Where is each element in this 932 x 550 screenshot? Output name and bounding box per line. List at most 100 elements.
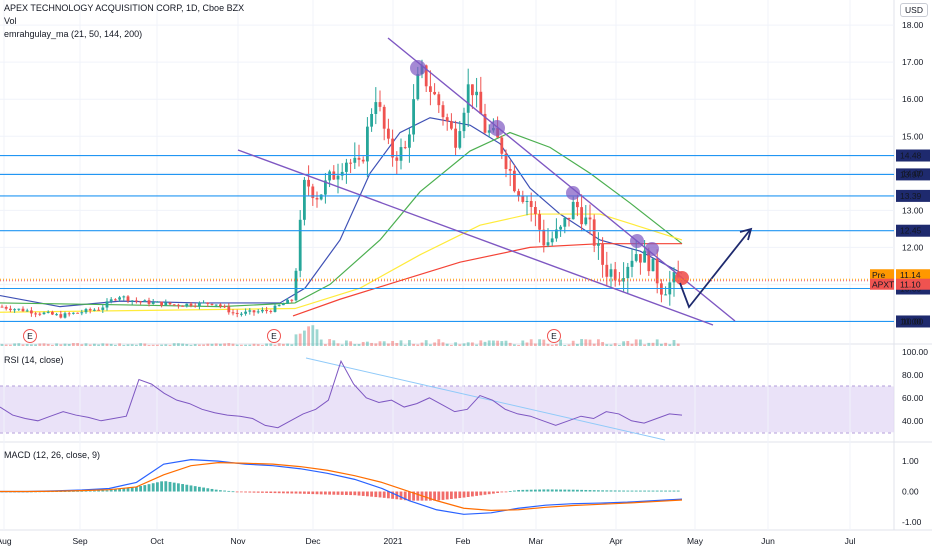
volume-bar [101,343,105,346]
price-tag-name: Pre [872,270,886,280]
candle-body [252,310,256,313]
candle-body [592,219,596,246]
volume-bar [139,343,142,346]
touch-point [645,242,659,256]
lower-trendline[interactable] [237,149,714,326]
price-tick-label: 10.00 [902,316,924,326]
macd-histogram-bar [588,490,592,492]
candle-body [88,309,92,311]
macd-histogram-bar [177,483,180,492]
candle-body [109,299,113,302]
volume-bar [567,344,571,346]
macd-histogram-bar [349,491,352,496]
macd-tick-label: 0.00 [902,487,919,497]
candle-body [151,302,155,304]
volume-bar [223,343,226,346]
rsi-line [0,359,683,429]
volume-bar [361,341,365,346]
candle-body [613,269,617,281]
volume-bar [164,344,168,346]
volume-bar [307,326,310,346]
volume-bar [525,342,529,346]
candle-body [403,147,407,149]
volume-bar [160,344,163,346]
volume-bar [454,342,457,346]
candle-body [366,126,369,162]
projection-arrow[interactable] [679,229,751,309]
macd-histogram-bar [387,491,390,499]
earnings-marker-label: E [27,331,33,341]
volume-bar [202,344,205,346]
volume-bar [151,344,155,346]
candle-body [13,309,16,311]
macd-histogram-bar [618,490,621,492]
time-tick-label: May [687,536,704,546]
volume-bar [105,343,109,346]
grid [0,0,894,530]
volume-bar [219,343,222,346]
volume-bar [643,344,646,346]
volume-bar [634,339,638,346]
price-tick-label: 17.00 [902,57,924,67]
volume-bar [588,339,592,346]
rsi-tick-label: 60.00 [902,393,924,403]
volume-bar [450,344,453,346]
volume-bar [244,344,247,346]
candle-body [353,157,357,163]
candle-body [290,299,294,301]
time-axis[interactable]: Aug Sep Oct Nov Dec 2021 Feb Mar Apr May Jun Jul [0,536,856,546]
level-label-bg [896,224,930,237]
candle-body [168,302,172,305]
level-label: 12.45 [900,226,922,236]
macd-histogram-bar [88,490,92,492]
volume-bar [412,343,415,346]
macd-histogram-bar [97,490,100,492]
macd-histogram-bar [353,491,357,496]
candle-body [563,217,567,227]
candle-body [378,102,382,107]
volume-bar [0,344,4,346]
macd-line [0,458,683,515]
volume-bar [433,342,436,346]
volume-bar [399,340,403,346]
candle-body [340,171,344,176]
candle-body [584,217,588,225]
candle-body [542,229,546,246]
candle-body [399,147,403,161]
macd-histogram-bar [534,489,537,492]
volume-bar [156,344,159,346]
candle-body [210,303,214,305]
trend-drawings[interactable] [237,37,753,326]
candle-body [17,308,21,310]
volume-bar [172,343,176,346]
candle-body [181,305,184,307]
candle-body [97,309,100,311]
macd-histogram-bar [290,491,294,494]
volume-bar [76,343,79,346]
volume-bar [672,340,676,346]
candle-body [21,308,25,312]
volume-bar [114,344,117,346]
volume-bar [424,340,428,346]
currency-button[interactable]: USD [900,3,928,17]
volume-bar [492,340,495,346]
volume-bar [676,343,680,346]
volume-bar [147,344,151,346]
volume-bar [315,329,319,346]
macd-histogram-bar [114,489,117,492]
rsi-tick-label: 80.00 [902,370,924,380]
macd-histogram-bar [181,484,184,492]
candle-body [240,313,243,315]
candles [0,59,680,319]
volume-bar [378,341,382,346]
volume-bar [613,343,617,346]
macd-histogram-bar [504,491,508,493]
candle-body [479,91,483,114]
macd-histogram-bar [450,491,453,499]
volume-bar [290,344,294,346]
macd-histogram-bar [508,491,512,492]
price-tag-name: APXT [872,280,894,290]
candle-body [80,312,84,314]
